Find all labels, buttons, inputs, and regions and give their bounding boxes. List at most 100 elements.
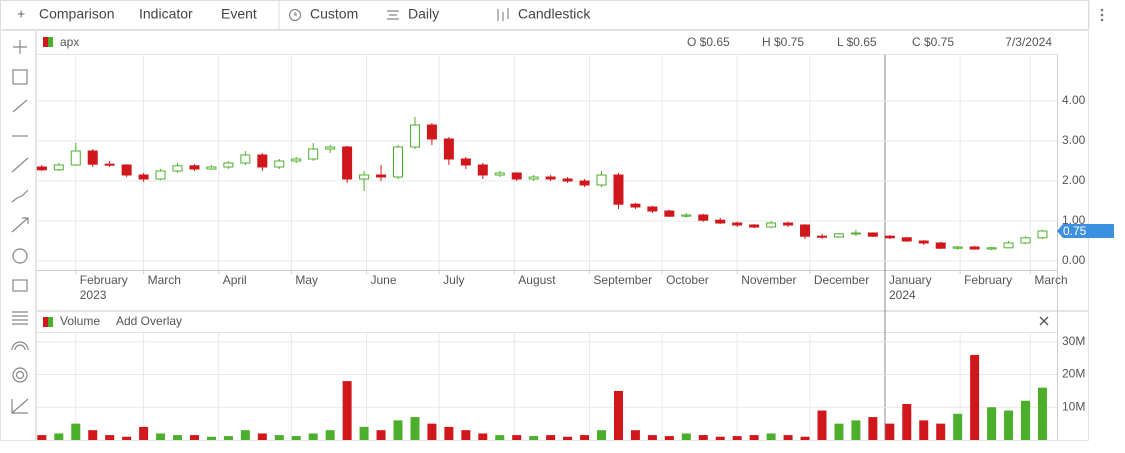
chart-type-button[interactable]: Candlestick: [518, 6, 591, 22]
candle-body: [1037, 230, 1048, 239]
custom-range-button[interactable]: Custom: [310, 6, 358, 22]
volume-bar: [732, 436, 742, 440]
x-tick-label: April: [223, 273, 247, 287]
candle-body: [172, 165, 183, 172]
candle-body: [308, 148, 319, 160]
volume-label: Volume: [60, 314, 100, 328]
volume-bar: [376, 430, 386, 440]
x-tick-label: February: [80, 273, 128, 287]
y-tick-label: 0.00: [1062, 253, 1086, 267]
candle-body: [749, 224, 760, 228]
close-pane-button[interactable]: [1039, 316, 1049, 326]
line-tool[interactable]: [12, 99, 28, 113]
open-readout: O $0.65: [687, 35, 730, 49]
volume-bar: [681, 433, 691, 440]
x-tick-label: November: [741, 273, 796, 287]
x-tick-label: February: [964, 273, 1012, 287]
candle-body: [359, 174, 370, 180]
y-tick-label: 2.00: [1062, 173, 1086, 187]
volume-bar: [783, 435, 793, 440]
volume-bar: [546, 435, 556, 440]
volume-bar: [1037, 387, 1047, 440]
volume-bar: [478, 433, 488, 440]
candle-body: [732, 222, 743, 226]
x-tick-label: January: [889, 273, 932, 287]
x-tick-label: June: [371, 273, 397, 287]
comparison-button[interactable]: Comparison: [39, 6, 114, 22]
volume-bar: [139, 426, 149, 440]
volume-bar: [71, 423, 81, 440]
x-tick-label: October: [666, 273, 709, 287]
candle-body: [969, 246, 980, 250]
volume-bar: [444, 426, 454, 440]
y-tick-label: 1.00: [1062, 213, 1086, 227]
candle-body: [952, 246, 963, 249]
volume-bar: [851, 420, 861, 440]
interval-button[interactable]: Daily: [408, 6, 439, 22]
rect-tool[interactable]: [12, 279, 28, 292]
fan-tool[interactable]: [11, 398, 29, 414]
volume-bar: [274, 435, 284, 440]
x-tick-label: December: [814, 273, 869, 287]
candle-body: [986, 247, 997, 250]
volume-bar: [936, 423, 946, 440]
volume-bar: [902, 404, 912, 440]
svg-text:+: +: [17, 6, 25, 22]
crosshair-tool[interactable]: [13, 40, 27, 54]
volume-bar: [817, 410, 827, 440]
volume-bar: [122, 436, 132, 440]
candle-body: [206, 166, 217, 170]
volume-bar: [987, 407, 997, 440]
drawing-tools: [0, 30, 36, 441]
year-label: 2024: [889, 288, 916, 302]
candle-body: [613, 174, 624, 205]
ray-tool[interactable]: [11, 157, 29, 173]
candle-body: [477, 164, 488, 176]
volume-bar: [1004, 410, 1014, 440]
candle-body: [409, 124, 420, 148]
volume-bar: [529, 436, 539, 440]
spiral-tool[interactable]: [12, 367, 28, 383]
candle-body: [274, 160, 285, 168]
volume-bar: [88, 430, 98, 440]
candle-body: [562, 178, 573, 182]
indicator-button[interactable]: Indicator: [139, 6, 193, 22]
candle-body: [460, 158, 471, 166]
volume-bar: [834, 423, 844, 440]
low-readout: L $0.65: [837, 35, 877, 49]
event-button[interactable]: Event: [221, 6, 257, 22]
text-tool[interactable]: [12, 69, 28, 85]
polyline-tool[interactable]: [11, 189, 29, 203]
y-tick-label: 4.00: [1062, 93, 1086, 107]
volume-bar: [206, 436, 216, 440]
volume-bar: [359, 426, 369, 440]
candle-body: [528, 176, 539, 180]
candle-body: [698, 214, 709, 221]
candle-body: [87, 150, 98, 165]
x-tick-label: March: [1034, 273, 1067, 287]
volume-tick-label: 30M: [1062, 334, 1085, 348]
candle-body: [715, 219, 726, 224]
candle-body: [884, 235, 895, 239]
volume-pane: [36, 311, 1089, 441]
volume-bar: [410, 417, 420, 440]
arc-tool[interactable]: [11, 341, 29, 351]
volume-bar: [647, 435, 657, 440]
volume-tick-label: 10M: [1062, 399, 1085, 413]
candle-body: [189, 165, 200, 170]
add-overlay-button[interactable]: Add Overlay: [116, 314, 182, 328]
fib-tool[interactable]: [12, 311, 28, 325]
volume-bar: [613, 390, 623, 440]
volume-bar: [868, 417, 878, 440]
legend: apx O $0.65 H $0.75 L $0.65 C $0.75 7/3/…: [43, 35, 1052, 328]
candle-body: [664, 210, 675, 217]
high-readout: H $0.75: [762, 35, 804, 49]
candle-body: [1003, 242, 1014, 249]
volume-bar: [630, 430, 640, 440]
close-readout: C $0.75: [912, 35, 954, 49]
circle-tool[interactable]: [12, 248, 28, 264]
candle-body: [155, 170, 166, 180]
arrow-tool[interactable]: [11, 217, 29, 233]
candle-body: [596, 174, 607, 186]
x-tick-label: July: [443, 273, 464, 287]
